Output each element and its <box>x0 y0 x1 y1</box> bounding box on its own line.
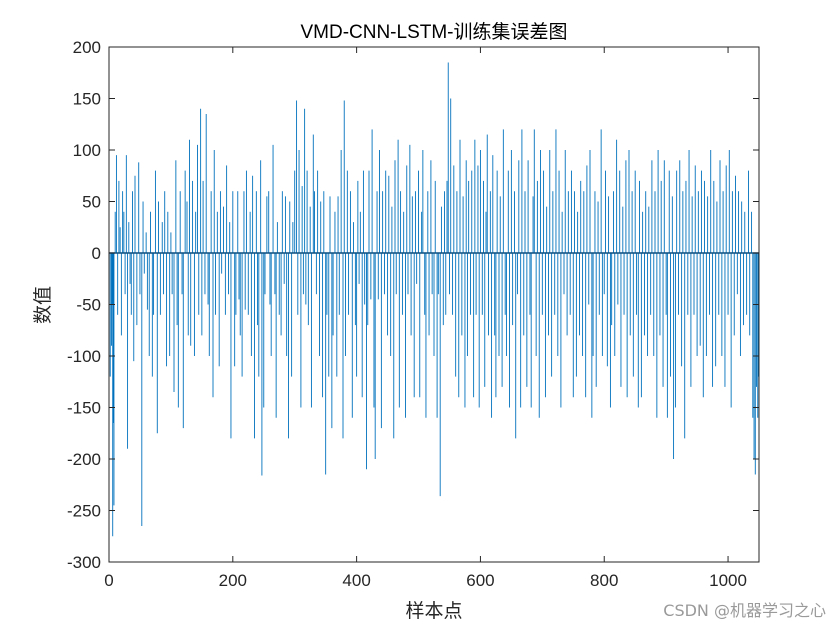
y-tick-label: -300 <box>67 553 101 572</box>
y-tick-label: -50 <box>76 296 101 315</box>
y-axis-title: 数值 <box>32 286 54 324</box>
y-tick-label: 100 <box>73 141 101 160</box>
bar-series <box>109 62 759 537</box>
x-tick-label: 200 <box>219 571 247 590</box>
watermark: CSDN @机器学习之心 <box>663 601 826 620</box>
chart-title: VMD-CNN-LSTM-训练集误差图 <box>300 21 567 43</box>
y-tick-label: 200 <box>73 38 101 57</box>
y-tick-label: -250 <box>67 502 101 521</box>
y-tick-label: 0 <box>92 244 101 263</box>
x-tick-label: 1000 <box>709 571 747 590</box>
y-tick-label: -100 <box>67 347 101 366</box>
x-tick-label: 400 <box>342 571 370 590</box>
x-tick-label: 0 <box>104 571 113 590</box>
y-tick-label: 150 <box>73 90 101 109</box>
y-tick-label: -150 <box>67 399 101 418</box>
y-tick-label: -200 <box>67 450 101 469</box>
x-axis-title: 样本点 <box>405 600 462 622</box>
x-tick-label: 800 <box>590 571 618 590</box>
y-tick-label: 50 <box>82 193 101 212</box>
x-tick-label: 600 <box>466 571 494 590</box>
